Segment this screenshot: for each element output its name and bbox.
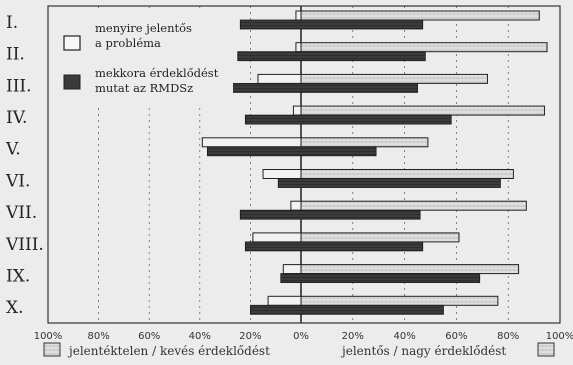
legend-box [58, 8, 233, 108]
bottom-swatch-right [537, 342, 555, 357]
category-label: IX. [6, 266, 30, 286]
x-tick-label: 40% [189, 331, 211, 342]
bar-importance-negative [267, 295, 302, 306]
category-label: X. [6, 298, 24, 318]
bar-importance-negative [262, 169, 302, 179]
category-labels: I. II. III. IV. V. VI. VII. VIII. IX. X. [5, 13, 44, 318]
bar-importance-positive [300, 10, 540, 21]
bar-importance-negative [252, 232, 302, 243]
bar-importance-negative [201, 137, 302, 148]
x-tick-label: 20% [239, 331, 261, 342]
legend-item-1-line-1: menyire jelentős [95, 21, 192, 35]
legend-item-1-line-2: a probléma [95, 36, 161, 50]
category-label: VIII. [5, 235, 44, 255]
legend-swatch-light [63, 35, 81, 51]
bar-importance-positive [300, 73, 488, 84]
x-tick-label: 60% [445, 331, 467, 342]
bar-importance-positive [300, 232, 460, 243]
bar-importance-positive [300, 264, 520, 275]
x-tick-labels: 100% 80% 60% 40% 20% 0% 20% 40% 60% 80% 100% [34, 331, 573, 342]
bar-interest [237, 51, 426, 62]
legend: menyire jelentős a probléma mekkora érde… [58, 8, 233, 108]
bar-importance-negative [282, 264, 302, 275]
bar-importance-negative [292, 105, 302, 116]
bar-importance-positive [300, 200, 527, 211]
bar-interest [239, 19, 424, 30]
bar-interest [277, 178, 501, 188]
bar-interest [249, 304, 444, 315]
x-tick-label: 100% [546, 331, 573, 342]
legend-swatch-dark [63, 74, 81, 90]
bar-importance-positive [300, 105, 545, 116]
bar-importance-positive [300, 42, 548, 53]
plot-frame [47, 5, 561, 324]
x-tick-label: 60% [138, 331, 160, 342]
bottom-swatch-left [43, 342, 61, 357]
bar-interest [244, 114, 452, 125]
bar-importance-negative [295, 42, 302, 53]
category-label: I. [6, 13, 18, 33]
bottom-legend: jelentéktelen / kevés érdeklődést jelent… [43, 342, 555, 358]
legend-item-2-line-1: mekkora érdeklődést [95, 66, 219, 80]
x-tick-label: 100% [34, 331, 63, 342]
bottom-label-left: jelentéktelen / kevés érdeklődést [67, 344, 270, 358]
x-tick-label: 80% [497, 331, 519, 342]
category-label: III. [6, 76, 32, 96]
x-tick-label: 40% [393, 331, 415, 342]
x-tick-label: 20% [342, 331, 364, 342]
x-tick-label: 0% [293, 331, 309, 342]
category-label: VI. [5, 171, 30, 191]
bar-interest [239, 209, 421, 220]
bar-importance-negative [295, 10, 302, 21]
bars [201, 10, 548, 315]
category-label: II. [6, 45, 25, 65]
bar-interest [280, 273, 481, 284]
bar-importance-negative [290, 200, 302, 211]
bar-importance-positive [300, 295, 499, 306]
bottom-label-right: jelentős / nagy érdeklődést [340, 344, 506, 358]
x-tick-label: 80% [87, 331, 109, 342]
category-label: V. [5, 140, 21, 160]
category-label: IV. [6, 108, 27, 128]
legend-item-2-line-2: mutat az RMDSz [95, 81, 193, 95]
bar-interest [244, 241, 424, 252]
bar-interest [206, 146, 377, 157]
bar-importance-negative [257, 73, 302, 84]
bar-interest [232, 83, 418, 93]
bar-importance-positive [300, 137, 429, 148]
bar-importance-positive [300, 169, 514, 179]
category-label: VII. [5, 203, 37, 223]
